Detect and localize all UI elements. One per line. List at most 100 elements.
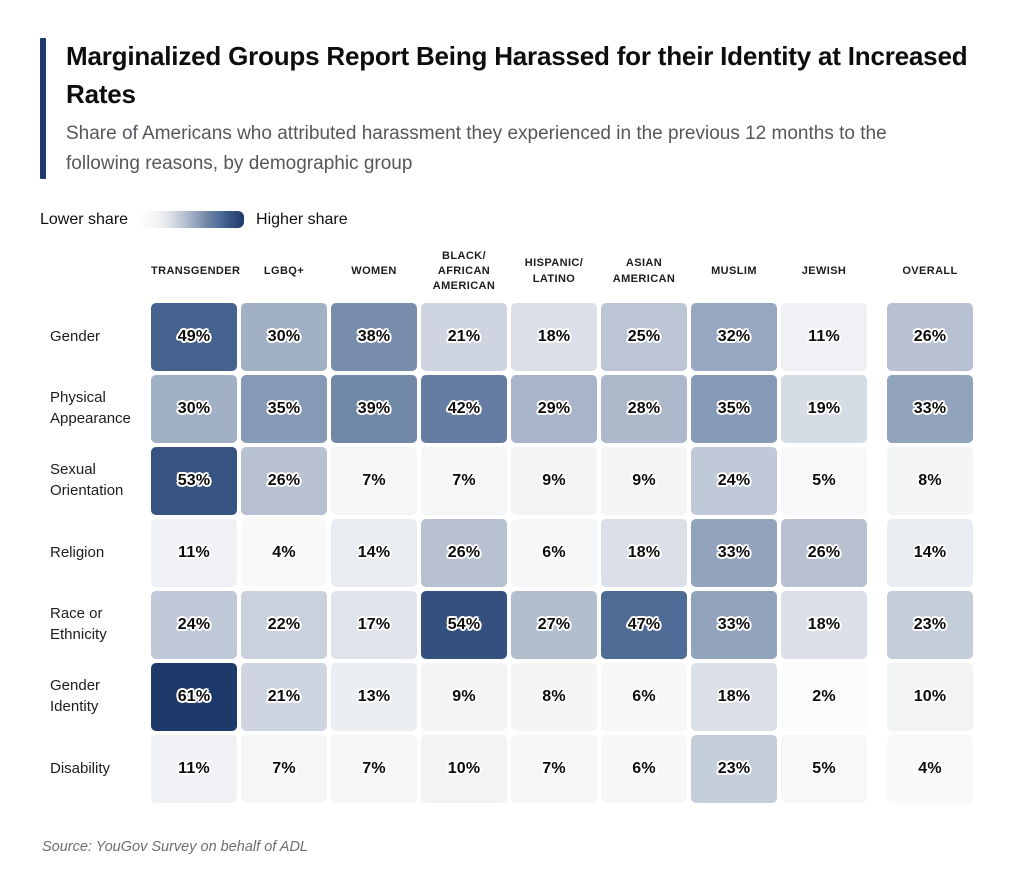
- cell-value: 30%: [267, 327, 301, 345]
- heatmap-cell: 11%: [151, 734, 237, 803]
- heatmap-cell: 18%: [691, 662, 777, 731]
- cell-value: 14%: [357, 543, 391, 561]
- cell-value: 33%: [717, 615, 751, 633]
- cell-value: 53%: [177, 471, 211, 489]
- cell-value: 30%: [177, 399, 211, 417]
- cell-value: 33%: [717, 543, 751, 561]
- cell-value: 5%: [812, 471, 836, 489]
- page: Marginalized Groups Report Being Harasse…: [40, 38, 980, 855]
- cell-value: 6%: [632, 759, 656, 777]
- heatmap-cell: 7%: [511, 734, 597, 803]
- heatmap-cell: 32%: [691, 302, 777, 371]
- column-header: BLACK/ AFRICAN AMERICAN: [432, 249, 496, 293]
- cell-value: 24%: [177, 615, 211, 633]
- heatmap-cell: 35%: [691, 374, 777, 443]
- cell-value: 14%: [913, 543, 947, 561]
- heatmap-cell: 18%: [781, 590, 867, 659]
- heatmap-cell: 4%: [241, 518, 327, 587]
- heatmap-cell: 23%: [691, 734, 777, 803]
- heatmap-cell: 26%: [887, 302, 973, 371]
- chart-header: Marginalized Groups Report Being Harasse…: [40, 38, 980, 179]
- heatmap-cell: 4%: [887, 734, 973, 803]
- column-header: JEWISH: [801, 264, 847, 277]
- cell-value: 7%: [362, 471, 386, 489]
- cell-value: 7%: [452, 471, 476, 489]
- heatmap-cell: 5%: [781, 734, 867, 803]
- heatmap-table: TRANSGENDER LGBQ+ WOMEN BLACK/ AFRICAN AMER…: [40, 245, 980, 803]
- cell-value: 19%: [807, 399, 841, 417]
- color-scale-legend: Lower share Higher share: [40, 211, 980, 229]
- heatmap-cell: 61%: [151, 662, 237, 731]
- heatmap-cell: 33%: [887, 374, 973, 443]
- row-label: Sexual Orientation: [50, 461, 124, 499]
- cell-value: 6%: [632, 687, 656, 705]
- heatmap-cell: 42%: [421, 374, 507, 443]
- heatmap-cell: 30%: [151, 374, 237, 443]
- cell-value: 26%: [447, 543, 481, 561]
- cell-value: 33%: [913, 399, 947, 417]
- heatmap-cell: 30%: [241, 302, 327, 371]
- heatmap-cell: 11%: [781, 302, 867, 371]
- heatmap-cell: 11%: [151, 518, 237, 587]
- cell-value: 39%: [357, 399, 391, 417]
- heatmap-cell: 38%: [331, 302, 417, 371]
- heatmap-cell: 29%: [511, 374, 597, 443]
- cell-value: 9%: [542, 471, 566, 489]
- cell-value: 38%: [357, 327, 391, 345]
- cell-value: 26%: [267, 471, 301, 489]
- cell-value: 17%: [357, 615, 391, 633]
- heatmap-cell: 27%: [511, 590, 597, 659]
- cell-value: 13%: [357, 687, 391, 705]
- cell-value: 24%: [717, 471, 751, 489]
- cell-value: 10%: [447, 759, 481, 777]
- heatmap-cell: 21%: [421, 302, 507, 371]
- cell-value: 18%: [627, 543, 661, 561]
- heatmap-cell: 22%: [241, 590, 327, 659]
- cell-value: 27%: [537, 615, 571, 633]
- heatmap-row: Race or Ethnicity 24% 22% 17% 54% 27% 47% 33% 18…: [40, 590, 980, 659]
- heatmap-row: Disability 11% 7% 7% 10% 7% 6% 23% 5% 4%: [40, 734, 980, 803]
- heatmap-cell: 14%: [331, 518, 417, 587]
- cell-value: 47%: [627, 615, 661, 633]
- cell-value: 9%: [632, 471, 656, 489]
- cell-value: 22%: [267, 615, 301, 633]
- cell-value: 35%: [267, 399, 301, 417]
- heatmap-cell: 6%: [601, 734, 687, 803]
- page-subtitle: Share of Americans who attributed harass…: [66, 123, 887, 174]
- legend-low-label: Lower share: [40, 210, 129, 228]
- cell-value: 42%: [447, 399, 481, 417]
- heatmap-cell: 28%: [601, 374, 687, 443]
- header-text: Marginalized Groups Report Being Harasse…: [66, 38, 980, 179]
- cell-value: 26%: [807, 543, 841, 561]
- legend-gradient-bar: [140, 211, 245, 229]
- column-header: ASIAN AMERICAN: [612, 257, 676, 285]
- cell-value: 7%: [272, 759, 296, 777]
- heatmap-cell: 49%: [151, 302, 237, 371]
- heatmap-row: Sexual Orientation 53% 26% 7% 7% 9% 9% 24% 5% 8%: [40, 446, 980, 515]
- heatmap-cell: 35%: [241, 374, 327, 443]
- cell-value: 8%: [542, 687, 566, 705]
- heatmap-cell: 7%: [331, 734, 417, 803]
- heatmap-row: Gender Identity 61% 21% 13% 9% 8% 6% 18% 2% 10%: [40, 662, 980, 731]
- heatmap-cell: 14%: [887, 518, 973, 587]
- heatmap-cell: 47%: [601, 590, 687, 659]
- cell-value: 28%: [627, 399, 661, 417]
- cell-value: 7%: [542, 759, 566, 777]
- accent-bar: [40, 38, 46, 179]
- column-header: WOMEN: [351, 264, 397, 277]
- heatmap-cell: 8%: [511, 662, 597, 731]
- cell-value: 29%: [537, 399, 571, 417]
- heatmap-cell: 53%: [151, 446, 237, 515]
- cell-value: 2%: [812, 687, 836, 705]
- column-header: OVERALL: [902, 264, 958, 277]
- heatmap-cell: 13%: [331, 662, 417, 731]
- heatmap-cell: 33%: [691, 590, 777, 659]
- row-label: Religion: [50, 543, 105, 561]
- row-label: Gender Identity: [50, 677, 101, 715]
- cell-value: 7%: [362, 759, 386, 777]
- heatmap-cell: 6%: [601, 662, 687, 731]
- cell-value: 18%: [717, 687, 751, 705]
- row-label: Disability: [50, 759, 111, 777]
- heatmap-row: Gender 49% 30% 38% 21% 18% 25% 32% 11% 26%: [40, 302, 980, 371]
- heatmap-cell: 54%: [421, 590, 507, 659]
